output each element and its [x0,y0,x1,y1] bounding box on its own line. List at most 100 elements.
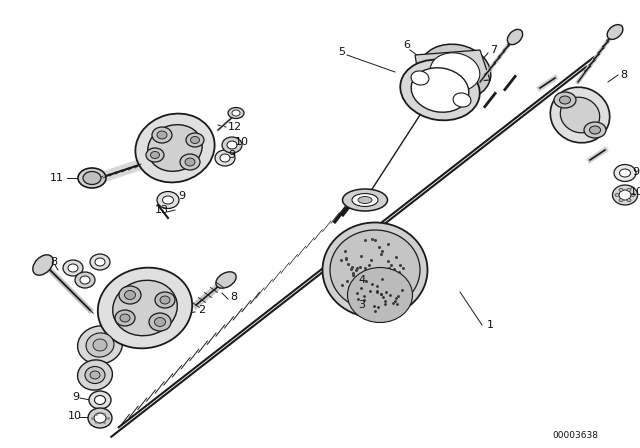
Ellipse shape [120,314,130,322]
Ellipse shape [89,391,111,409]
Ellipse shape [411,71,429,85]
Ellipse shape [157,131,167,139]
Ellipse shape [148,125,202,171]
Ellipse shape [620,169,630,177]
Ellipse shape [232,110,240,116]
Ellipse shape [90,371,100,379]
Ellipse shape [88,408,112,428]
Ellipse shape [430,53,480,91]
Ellipse shape [627,188,631,191]
Text: 2: 2 [198,305,205,315]
Ellipse shape [85,366,105,383]
Ellipse shape [86,333,114,357]
Text: 3: 3 [358,300,365,310]
Polygon shape [415,50,490,85]
Ellipse shape [400,60,480,121]
Text: 9: 9 [632,167,639,177]
Ellipse shape [560,97,600,133]
Ellipse shape [627,199,631,202]
Ellipse shape [619,199,623,202]
Ellipse shape [150,151,159,159]
Ellipse shape [550,87,610,143]
Ellipse shape [216,272,236,288]
Text: 12: 12 [228,122,242,132]
Ellipse shape [631,194,635,197]
Ellipse shape [77,360,113,390]
Ellipse shape [146,148,164,162]
Ellipse shape [155,292,175,308]
Ellipse shape [149,313,171,331]
Ellipse shape [75,272,95,288]
Ellipse shape [136,113,214,182]
Ellipse shape [227,141,237,149]
Ellipse shape [220,154,230,162]
Text: 10: 10 [68,411,82,421]
Ellipse shape [419,44,491,100]
Text: 10: 10 [235,137,249,147]
Ellipse shape [215,150,235,166]
Ellipse shape [615,194,619,197]
Ellipse shape [98,267,192,349]
Ellipse shape [115,310,135,326]
Ellipse shape [559,96,570,104]
Ellipse shape [63,260,83,276]
Ellipse shape [453,93,471,107]
Ellipse shape [95,396,106,405]
Ellipse shape [342,189,387,211]
Ellipse shape [152,127,172,143]
Ellipse shape [348,267,413,323]
Text: 10: 10 [630,187,640,197]
Ellipse shape [554,92,576,108]
Ellipse shape [78,168,106,188]
Ellipse shape [330,230,420,310]
Ellipse shape [157,191,179,208]
Ellipse shape [154,318,166,327]
Ellipse shape [619,188,623,191]
Ellipse shape [180,154,200,170]
Text: 13: 13 [155,205,169,215]
Ellipse shape [228,108,244,119]
Text: 11: 11 [50,173,64,183]
Ellipse shape [160,296,170,304]
Text: 9: 9 [178,191,185,201]
Text: 8: 8 [50,257,57,267]
Ellipse shape [163,196,173,204]
Ellipse shape [619,190,631,200]
Ellipse shape [584,122,606,138]
Text: 7: 7 [490,45,497,55]
Ellipse shape [93,339,107,351]
Ellipse shape [607,25,623,39]
Text: 8: 8 [230,292,237,302]
Ellipse shape [83,172,101,185]
Ellipse shape [222,137,242,153]
Ellipse shape [508,30,523,45]
Text: 5: 5 [338,47,345,57]
Text: 9: 9 [72,392,79,402]
Ellipse shape [186,133,204,147]
Text: 00003638: 00003638 [552,431,598,439]
Text: 8: 8 [620,70,627,80]
Ellipse shape [125,290,136,300]
Text: 9: 9 [228,150,235,160]
Ellipse shape [119,286,141,304]
Ellipse shape [90,254,110,270]
Text: 1: 1 [487,320,494,330]
Ellipse shape [94,413,106,423]
Text: 4: 4 [358,275,365,285]
Ellipse shape [323,223,428,318]
Ellipse shape [191,137,200,143]
Ellipse shape [352,194,378,207]
Ellipse shape [113,280,177,336]
Ellipse shape [411,68,469,112]
Ellipse shape [614,164,636,181]
Ellipse shape [612,185,637,205]
Ellipse shape [95,258,105,266]
Text: 6: 6 [403,40,410,50]
Ellipse shape [33,255,53,275]
Ellipse shape [68,264,78,272]
Ellipse shape [185,158,195,166]
Ellipse shape [80,276,90,284]
Ellipse shape [589,126,600,134]
Ellipse shape [77,326,122,364]
Ellipse shape [358,197,372,203]
